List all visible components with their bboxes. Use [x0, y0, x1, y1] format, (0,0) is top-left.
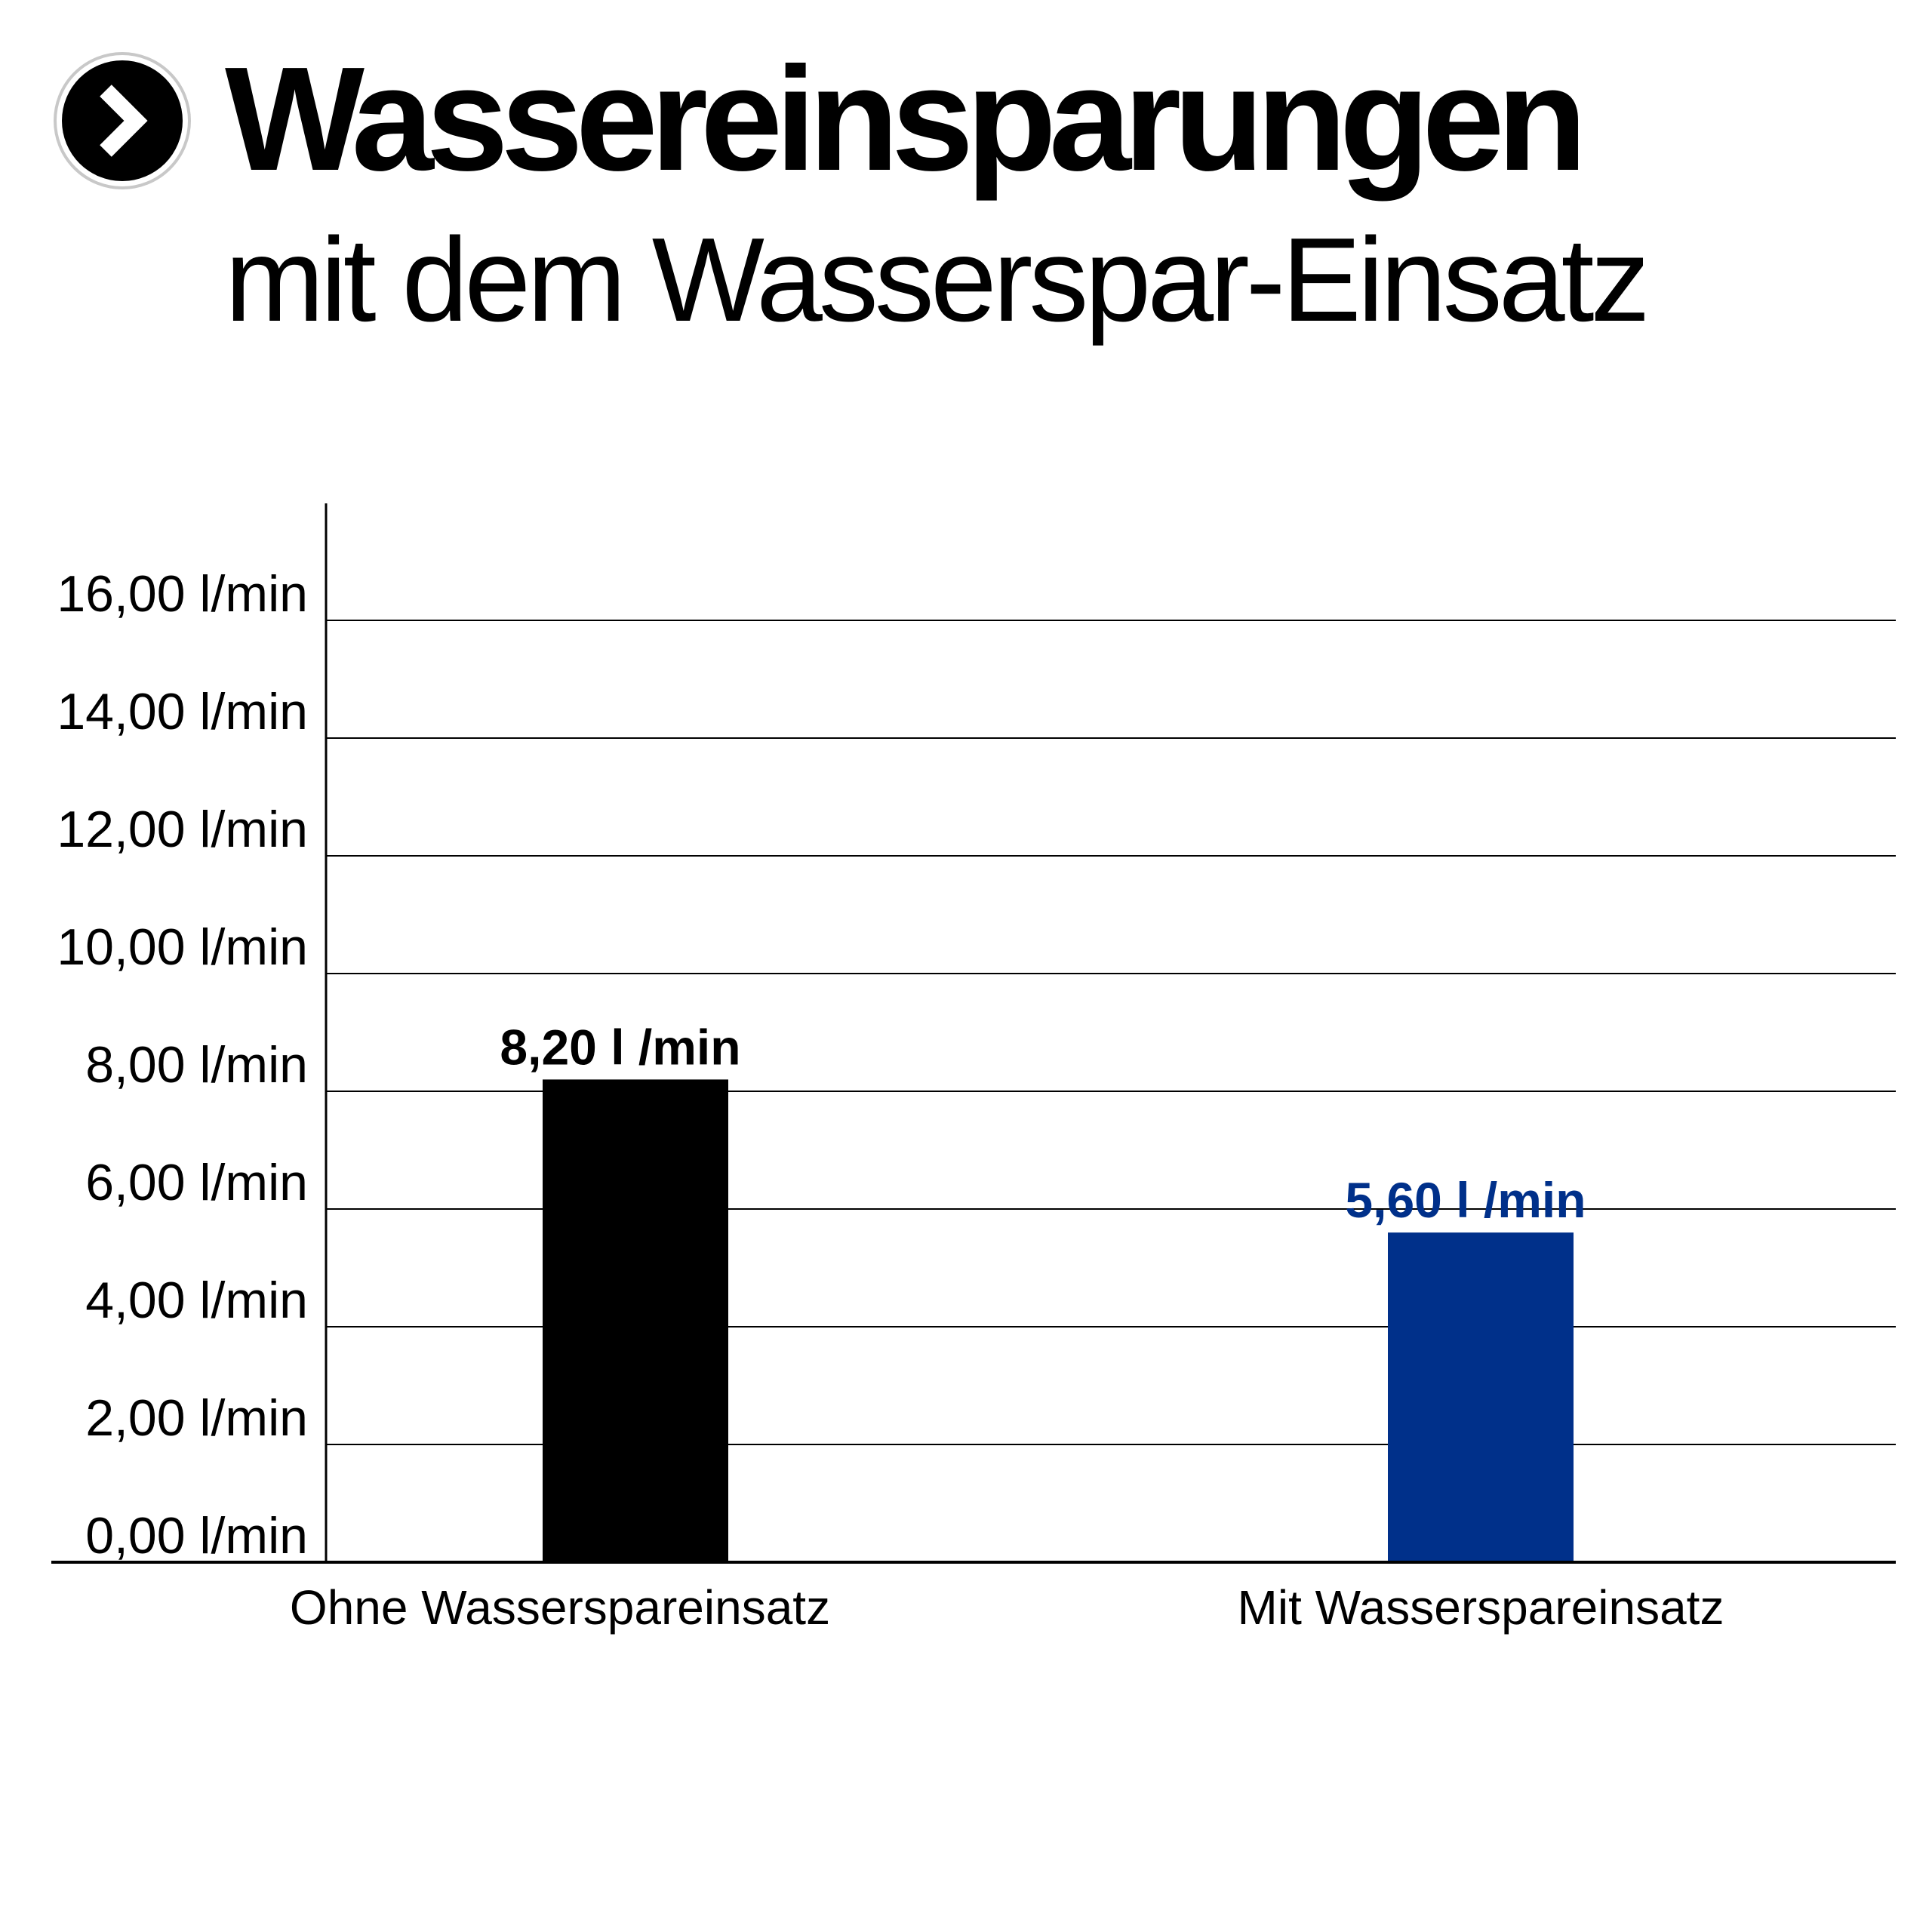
x-axis-labels: Ohne Wasserspareinsatz Mit Wasserspareins… — [290, 1580, 1724, 1635]
chevron-right-circle-icon — [54, 52, 191, 189]
y-tick-label: 12,00 l/min — [57, 801, 308, 858]
y-tick-label: 4,00 l/min — [85, 1272, 308, 1329]
y-axis-ticks: 0,00 l/min 2,00 l/min 4,00 l/min 6,00 l/min… — [57, 565, 308, 1564]
y-tick-label: 8,00 l/min — [85, 1036, 308, 1094]
bar — [1388, 1232, 1574, 1562]
value-labels: 8,20 l /min 5,60 l /min — [500, 1019, 1586, 1228]
y-tick-label: 10,00 l/min — [57, 918, 308, 976]
y-tick-label: 6,00 l/min — [85, 1154, 308, 1211]
bars — [543, 1079, 1574, 1562]
value-label: 8,20 l /min — [500, 1019, 740, 1075]
x-tick-label: Ohne Wasserspareinsatz — [290, 1580, 830, 1635]
y-tick-label: 2,00 l/min — [85, 1389, 308, 1447]
page-title: Wassereinsparungen — [225, 36, 1587, 202]
y-tick-label: 0,00 l/min — [85, 1507, 308, 1564]
y-tick-label: 14,00 l/min — [57, 683, 308, 740]
page-subtitle: mit dem Wasserspar-Einsatz — [225, 214, 1650, 346]
value-label: 5,60 l /min — [1345, 1172, 1586, 1228]
y-tick-label: 16,00 l/min — [57, 565, 308, 623]
x-tick-label: Mit Wasserspareinsatz — [1238, 1580, 1724, 1635]
bar — [543, 1079, 728, 1562]
